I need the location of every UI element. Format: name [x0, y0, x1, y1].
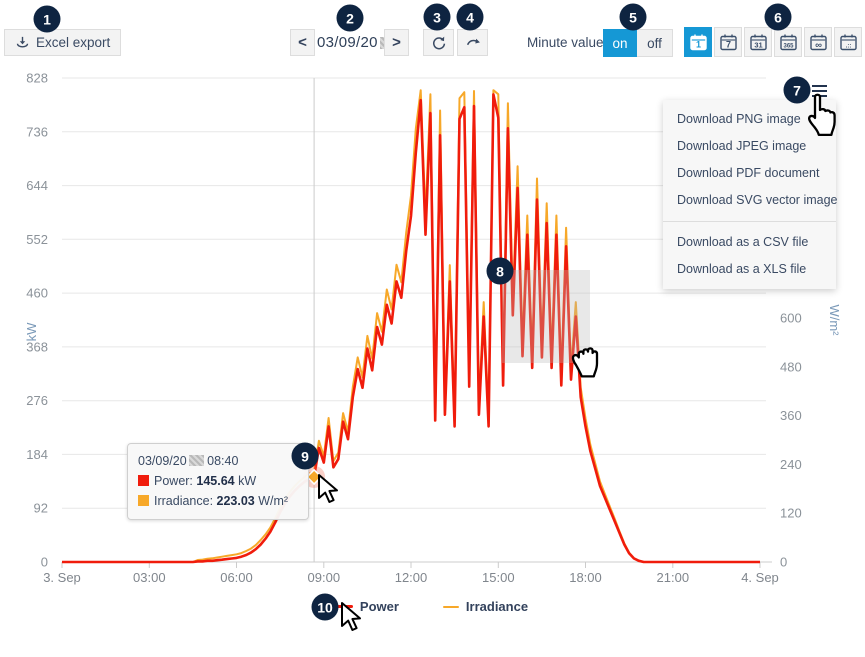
minute-values-label: Minute values	[527, 35, 611, 50]
next-day-button[interactable]: >	[384, 29, 409, 56]
calendar-icon: .::	[839, 34, 857, 50]
x-axis-tick-label: 15:00	[482, 570, 515, 585]
chart-legend: Power Irradiance	[0, 599, 865, 614]
tooltip-row-irradiance: Irradiance: 223.03 W/m²	[138, 491, 298, 511]
menu-item-download-png-image[interactable]: Download PNG image	[677, 112, 801, 126]
y-axis-left-tick-label: 276	[26, 393, 48, 408]
hamburger-icon	[811, 84, 827, 88]
menu-item-download-jpeg-image[interactable]: Download JPEG image	[677, 139, 807, 153]
excel-export-button[interactable]: Excel export	[4, 29, 122, 56]
y-axis-right-tick-label: 120	[780, 506, 802, 521]
calendar-icon: ∞	[809, 34, 827, 51]
excel-export-label: Excel export	[36, 35, 111, 50]
tooltip-row-power: Power: 145.64 kW	[138, 471, 298, 491]
curved-arrow-icon	[466, 38, 480, 45]
range-button-31[interactable]: 31	[744, 27, 772, 57]
y-axis-left-tick-label: 644	[26, 178, 48, 193]
range-button-1[interactable]: 1	[684, 27, 712, 57]
zoom-selection-overlay	[502, 270, 590, 363]
y-axis-right-tick-label: 0	[780, 555, 787, 570]
callout-badge-9: 9	[291, 442, 319, 470]
callout-badge-8: 8	[486, 257, 514, 285]
series-swatch	[138, 475, 149, 486]
y-axis-left-tick-label: 460	[26, 286, 48, 301]
y-axis-right-tick-label: 360	[780, 408, 802, 423]
x-axis-tick-label: 12:00	[395, 570, 428, 585]
calendar-icon: 365	[779, 34, 797, 50]
range-button-365[interactable]: 365	[774, 27, 802, 57]
y-axis-right-tick-label: 240	[780, 457, 802, 472]
callout-badge-10: 10	[311, 593, 339, 621]
svg-text:.::: .::	[845, 43, 851, 49]
callout-badge-6: 6	[764, 3, 792, 31]
hovered-point-marker	[305, 468, 323, 486]
legend-item-power[interactable]: Power	[336, 599, 399, 614]
minute-values-toggle: on off	[603, 29, 673, 57]
menu-divider	[663, 221, 836, 222]
y-axis-left-tick-label: 828	[26, 71, 48, 86]
tooltip-datetime: 03/09/20 08:40	[138, 454, 239, 468]
x-axis-tick-label: 4. Sep	[741, 570, 779, 585]
range-button-7[interactable]: 7	[714, 27, 742, 57]
legend-item-irradiance[interactable]: Irradiance	[442, 599, 529, 614]
callout-badge-3: 3	[423, 3, 451, 31]
calendar-icon: 7	[719, 34, 737, 50]
y-axis-right-title: W/m²	[827, 304, 842, 336]
svg-text:1: 1	[695, 39, 700, 49]
download-icon	[16, 36, 29, 48]
toggle-off-button[interactable]: off	[637, 29, 673, 57]
refresh-button[interactable]	[423, 29, 454, 56]
menu-item-download-svg-vector-image[interactable]: Download SVG vector image	[677, 193, 838, 207]
callout-badge-4: 4	[456, 3, 484, 31]
toggle-on-button[interactable]: on	[603, 29, 637, 57]
x-axis-tick-label: 21:00	[657, 570, 690, 585]
x-axis-tick-label: 3. Sep	[43, 570, 81, 585]
callout-badge-5: 5	[619, 3, 647, 31]
menu-item-download-as-a-xls-file[interactable]: Download as a XLS file	[677, 262, 807, 276]
menu-item-download-pdf-document[interactable]: Download PDF document	[677, 166, 820, 180]
legend-line-sample	[442, 605, 459, 608]
callout-badge-1: 1	[33, 5, 61, 33]
calendar-icon: 1	[689, 34, 707, 50]
svg-text:7: 7	[725, 39, 730, 49]
series-swatch	[138, 495, 149, 506]
y-axis-left-tick-label: 184	[26, 447, 48, 462]
svg-text:365: 365	[783, 43, 794, 49]
range-button-∞[interactable]: ∞	[804, 27, 832, 57]
y-axis-left-tick-label: 368	[26, 339, 48, 354]
x-axis-tick-label: 06:00	[220, 570, 253, 585]
y-axis-right-tick-label: 480	[780, 359, 802, 374]
legend-line-sample	[336, 605, 353, 608]
svg-text:∞: ∞	[815, 40, 822, 51]
y-axis-left-tick-label: 92	[34, 501, 48, 516]
legend-label: Irradiance	[465, 599, 529, 614]
refresh-icon	[432, 36, 445, 49]
menu-item-download-as-a-csv-file[interactable]: Download as a CSV file	[677, 235, 809, 249]
calendar-icon: 31	[749, 34, 767, 50]
chart-tooltip: 03/09/20 08:40 Power: 145.64 kW Irradianc…	[127, 443, 309, 520]
y-axis-right-tick-label: 600	[780, 311, 802, 326]
y-axis-left-tick-label: 552	[26, 232, 48, 247]
y-axis-left-tick-label: 736	[26, 124, 48, 139]
legend-label: Power	[359, 599, 399, 614]
y-axis-left-title: kW	[24, 322, 39, 342]
callout-badge-7: 7	[783, 76, 811, 104]
svg-text:31: 31	[754, 40, 762, 49]
callout-badge-2: 2	[336, 4, 364, 32]
date-text: 03/09/20	[317, 34, 378, 51]
tooltip-date-redaction	[188, 455, 204, 466]
x-axis-tick-label: 03:00	[133, 570, 166, 585]
jump-to-today-button[interactable]	[457, 29, 488, 56]
previous-day-button[interactable]: <	[290, 29, 315, 56]
x-axis-tick-label: 09:00	[308, 570, 341, 585]
x-axis-tick-label: 18:00	[569, 570, 602, 585]
chart-context-menu-button[interactable]	[808, 82, 830, 100]
export-dropdown-menu: Download PNG image Download JPEG image Dow…	[663, 100, 838, 289]
range-button-.::[interactable]: .::	[834, 27, 862, 57]
time-range-button-group: 1 7 31 365 ∞ .::	[684, 27, 862, 57]
power-series-line[interactable]	[62, 93, 760, 564]
y-axis-left-tick-label: 0	[41, 555, 48, 570]
